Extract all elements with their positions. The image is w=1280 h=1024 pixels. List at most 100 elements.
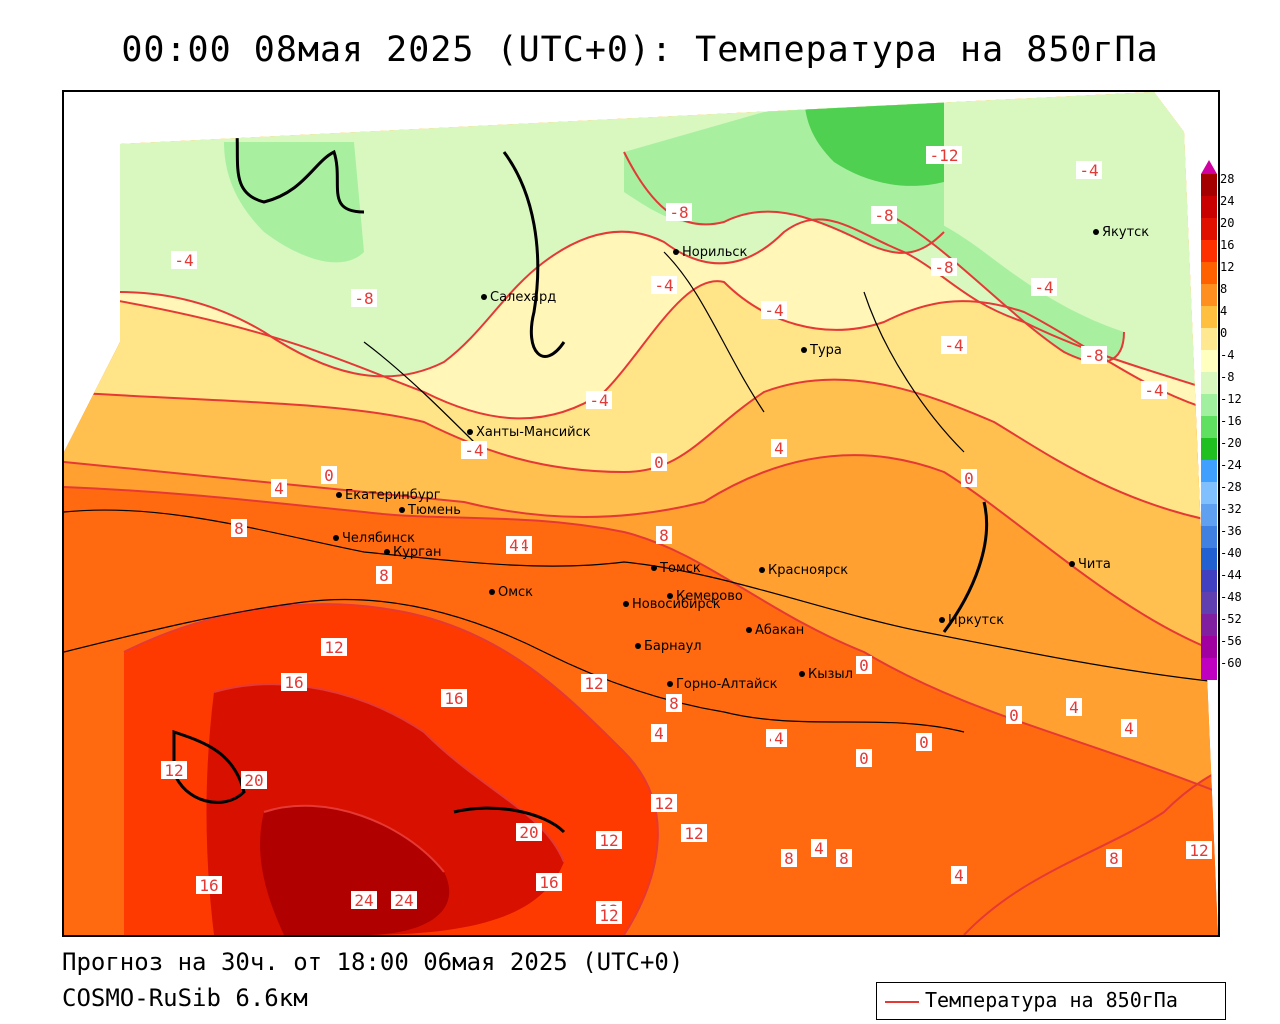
contour-label: -4 — [171, 251, 197, 270]
contour-label-text: 0 — [859, 749, 869, 768]
city-label: Екатеринбург — [345, 488, 441, 503]
colorbar-tick-label: -28 — [1220, 480, 1242, 494]
coastline — [172, 111, 989, 834]
colorbar-swatch — [1201, 460, 1217, 482]
contour-label-bg — [651, 794, 677, 812]
city-label: Норильск — [682, 245, 748, 260]
contour-label-bg — [516, 823, 542, 841]
colorbar-swatch — [1201, 504, 1217, 526]
contour-label-text: 0 — [324, 466, 334, 485]
contour-label-bg — [351, 891, 377, 909]
contour-label: 12 — [596, 906, 622, 925]
colorbar-swatch — [1201, 174, 1217, 196]
contour-label-bg — [351, 289, 377, 307]
contour-label-bg — [581, 674, 607, 692]
contour-label-bg — [666, 203, 692, 221]
contour-label-bg — [1006, 706, 1022, 724]
contour-label: -12 — [926, 146, 962, 165]
contour-label-text: 12 — [324, 638, 343, 657]
city-dot — [467, 429, 473, 435]
contour-label-text: 24 — [354, 891, 373, 910]
colorbar-tick-label: 20 — [1220, 216, 1235, 230]
contour-labels: -12-8-8-8-8-4-4-4-4-4-4-4-4-8-8-40400448… — [161, 146, 1212, 925]
contour-label: 16 — [536, 873, 562, 892]
contour-label-bg — [656, 526, 672, 544]
model-info: COSMO-RuSib 6.6км — [62, 984, 308, 1012]
city-dot — [939, 617, 945, 623]
colorbar-scale — [1201, 160, 1217, 694]
contour-label-text: -8 — [934, 258, 953, 277]
colorbar-swatch — [1201, 372, 1217, 394]
contour-label-text: 12 — [1189, 841, 1208, 860]
colorbar-tick-label: -48 — [1220, 590, 1242, 604]
colorbar-tick-label: -12 — [1220, 392, 1242, 406]
colorbar-swatch — [1201, 306, 1217, 328]
contour-label: -8 — [871, 206, 897, 225]
contour-label-text: 12 — [654, 794, 673, 813]
contour-label: 8 — [231, 519, 247, 538]
contour-label: 0 — [856, 656, 872, 675]
colorbar-swatch — [1201, 262, 1217, 284]
contour-label-bg — [1186, 841, 1212, 859]
contour-label: 8 — [836, 849, 852, 868]
contour-label-text: 4 — [774, 439, 784, 458]
colorbar-tick-label: 28 — [1220, 172, 1235, 186]
contour-label-bg — [281, 673, 307, 691]
contour-label-bg — [916, 733, 932, 751]
contour-label-bg — [161, 761, 187, 779]
contour-label: 0 — [961, 469, 977, 488]
colorbar-swatch — [1201, 394, 1217, 416]
map-canvas: -12-8-8-8-8-4-4-4-4-4-4-4-4-8-8-40400448… — [64, 92, 1218, 935]
contour-label-text: 8 — [234, 519, 244, 538]
legend: Температура на 850гПа — [876, 982, 1226, 1020]
contour-label: 16 — [441, 689, 467, 708]
contour-label: -4 — [1031, 278, 1057, 297]
colorbar-swatch — [1201, 240, 1217, 262]
city-label: Иркутск — [948, 613, 1004, 628]
contour-label: 24 — [391, 891, 417, 910]
colorbar-tick-label: -60 — [1220, 656, 1242, 670]
city-dot — [673, 249, 679, 255]
contour-label: 4 — [1121, 719, 1137, 738]
temperature-map[interactable]: -12-8-8-8-8-4-4-4-4-4-4-4-4-8-8-40400448… — [62, 90, 1220, 937]
contour-label-text: 12 — [584, 674, 603, 693]
contour-label-bg — [771, 729, 787, 747]
city-dot — [667, 681, 673, 687]
city-label: Кызыл — [808, 667, 853, 682]
city-label: Якутск — [1102, 225, 1149, 240]
contour-label-text: 4 — [774, 729, 784, 748]
colorbar-tick-label: -32 — [1220, 502, 1242, 516]
colorbar-swatch — [1201, 328, 1217, 350]
colorbar-tick-label: -56 — [1220, 634, 1242, 648]
contour-label-bg — [1141, 381, 1167, 399]
city-dot — [336, 492, 342, 498]
contour-label-text: -4 — [654, 276, 673, 295]
contour-label-bg — [651, 276, 677, 294]
city-label: Красноярск — [768, 563, 848, 578]
contour-label: 4 — [651, 724, 667, 743]
colorbar-tick-label: 16 — [1220, 238, 1235, 252]
contour-label-text: -4 — [944, 336, 963, 355]
colorbar-tick-label: -8 — [1220, 370, 1235, 384]
city-dot — [333, 535, 339, 541]
contour-label-text: -12 — [930, 146, 959, 165]
contour-label: 4 — [771, 729, 787, 748]
contour-label-bg — [931, 258, 957, 276]
map-title: 00:00 08мая 2025 (UTC+0): Температура на… — [121, 30, 1159, 70]
contour-label-bg — [231, 519, 247, 537]
colorbar-swatch — [1201, 284, 1217, 306]
contour-label-text: -4 — [174, 251, 193, 270]
city-label: Курган — [393, 545, 441, 560]
contour-label: 8 — [656, 526, 672, 545]
city-label: Абакан — [755, 623, 804, 638]
colorbar-tick-label: -16 — [1220, 414, 1242, 428]
city-dot — [623, 601, 629, 607]
contour-label-bg — [391, 891, 417, 909]
forecast-info: Прогноз на 30ч. от 18:00 06мая 2025 (UTC… — [62, 948, 684, 976]
city-dot — [759, 567, 765, 573]
colorbar-tick-label: -20 — [1220, 436, 1242, 450]
colorbar-swatch — [1201, 416, 1217, 438]
contour-label-text: -4 — [464, 441, 483, 460]
contour-label-bg — [651, 453, 667, 471]
contour-label-text: -4 — [764, 301, 783, 320]
